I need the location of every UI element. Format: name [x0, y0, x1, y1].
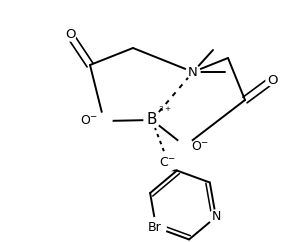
Circle shape	[96, 113, 112, 129]
Text: N: N	[188, 66, 198, 78]
Text: C$^{-}$: C$^{-}$	[159, 156, 177, 168]
Circle shape	[209, 210, 223, 224]
Circle shape	[266, 74, 278, 86]
Text: Br: Br	[147, 221, 161, 234]
Text: B: B	[147, 113, 157, 128]
Circle shape	[159, 153, 177, 171]
Circle shape	[144, 112, 160, 128]
Text: O$^{-}$: O$^{-}$	[191, 139, 209, 152]
Circle shape	[186, 65, 200, 79]
Text: O: O	[267, 74, 277, 86]
Circle shape	[146, 218, 166, 237]
Text: O$^{-}$: O$^{-}$	[80, 114, 98, 128]
Text: N: N	[212, 211, 222, 223]
Text: O: O	[65, 29, 75, 41]
Text: $^{3+}$: $^{3+}$	[158, 106, 172, 116]
Circle shape	[64, 29, 76, 41]
Circle shape	[177, 138, 193, 154]
